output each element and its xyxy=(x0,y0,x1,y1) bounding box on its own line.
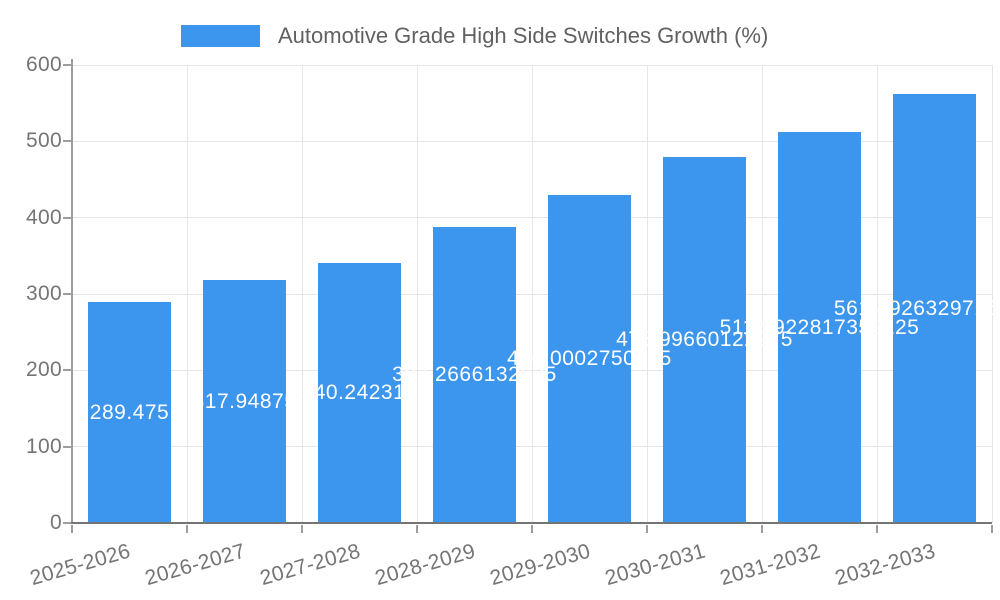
v-gridline xyxy=(531,65,533,523)
x-axis-tick xyxy=(301,525,303,533)
x-axis-tick xyxy=(186,525,188,533)
y-axis-line xyxy=(71,59,73,523)
x-axis-tick xyxy=(876,525,878,533)
x-axis-line xyxy=(71,522,992,524)
y-tick-label: 300 xyxy=(26,282,62,305)
bar[interactable] xyxy=(433,227,516,523)
y-tick-label: 200 xyxy=(26,358,62,382)
y-tick-label: 100 xyxy=(26,434,62,458)
bar[interactable] xyxy=(548,194,631,523)
y-axis-tick xyxy=(63,522,72,524)
v-gridline xyxy=(416,65,418,523)
v-gridline xyxy=(991,65,993,523)
v-gridline xyxy=(301,65,303,523)
x-axis-tick xyxy=(761,525,763,533)
bar[interactable] xyxy=(203,280,286,523)
y-axis-tick xyxy=(63,293,72,295)
bar[interactable] xyxy=(318,263,401,523)
y-axis-tick xyxy=(63,445,72,448)
y-axis-tick xyxy=(63,64,72,66)
bar[interactable] xyxy=(778,132,861,523)
y-tick-label: 600 xyxy=(26,53,62,76)
y-axis-tick xyxy=(63,140,72,143)
x-axis-tick xyxy=(71,525,73,533)
bar[interactable] xyxy=(893,94,976,523)
x-axis-tick xyxy=(991,525,993,533)
v-gridline xyxy=(646,65,648,523)
bar[interactable] xyxy=(88,302,171,523)
chart-legend: Automotive Grade High Side Switches Grow… xyxy=(181,23,768,49)
v-gridline xyxy=(186,65,188,523)
x-axis-tick xyxy=(531,525,533,533)
y-tick-label: 400 xyxy=(26,205,62,229)
y-tick-label: 0 xyxy=(50,511,62,534)
bar[interactable] xyxy=(663,157,746,523)
y-axis-tick xyxy=(63,216,72,219)
y-tick-label: 500 xyxy=(26,129,62,153)
legend-swatch xyxy=(181,25,260,47)
x-axis-tick xyxy=(646,525,648,533)
legend-label: Automotive Grade High Side Switches Grow… xyxy=(278,23,769,48)
v-gridline xyxy=(761,65,763,523)
x-axis-tick xyxy=(416,525,418,533)
v-gridline xyxy=(876,65,878,523)
y-axis-tick xyxy=(63,369,72,372)
